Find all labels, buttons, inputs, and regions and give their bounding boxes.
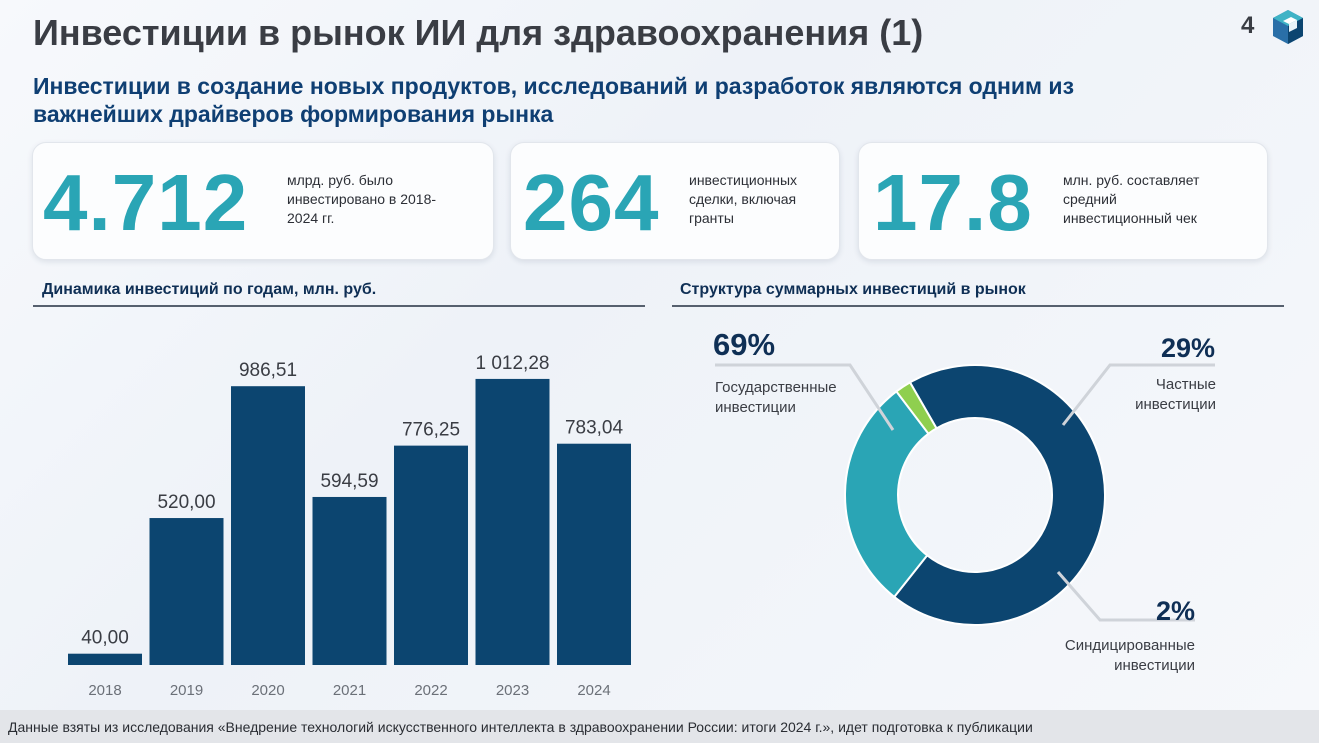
donut-slice-2 xyxy=(895,381,938,436)
bar-value-label: 40,00 xyxy=(81,628,129,649)
kpi-description-line: 2024 гг. xyxy=(287,210,335,226)
x-tick-label: 2021 xyxy=(333,682,366,699)
slice-percent-label: 69% xyxy=(713,327,775,362)
x-tick-label: 2020 xyxy=(251,682,284,699)
donut-chart: 69% Государственные инвестиции 29% Частные ин… xyxy=(713,327,1216,674)
kpi-description-line: инвестировано в 2018- xyxy=(287,191,437,207)
kpi-description-line: млн. руб. составляет xyxy=(1063,172,1200,188)
logo-cube-icon xyxy=(1273,10,1303,44)
subtitle-line-2: важнейших драйверов формирования рынка xyxy=(33,101,554,127)
leader-line-2 xyxy=(1056,571,1195,622)
kpi-description: инвестиционных сделки, включая гранты xyxy=(689,171,797,228)
leader-line-0 xyxy=(715,363,895,431)
x-tick-label: 2024 xyxy=(577,682,610,699)
kpi-description: млрд. руб. было инвестировано в 2018- 20… xyxy=(287,171,436,228)
kpi-card-deals: 264 инвестиционных сделки, включая грант… xyxy=(510,142,840,260)
bar-chart-title: Динамика инвестиций по годам, млн. руб. xyxy=(42,281,377,298)
kpi-description-line: млрд. руб. было xyxy=(287,172,393,188)
bar-chart: 40,00 2018 520,00 2019 986,51 2020 594,59 2021 7… xyxy=(68,353,631,699)
x-tick-label: 2023 xyxy=(496,682,529,699)
bar-value-label: 594,59 xyxy=(320,471,378,492)
slice-name-label: инвестиции xyxy=(1135,396,1216,413)
slice-name-label: Синдицированные xyxy=(1065,637,1195,654)
page-title: Инвестиции в рынок ИИ для здравоохранени… xyxy=(33,12,924,53)
page-number: 4 xyxy=(1241,12,1255,39)
slice-name-label: инвестиции xyxy=(1114,657,1195,674)
subtitle: Инвестиции в создание новых продуктов, и… xyxy=(33,72,1193,128)
kpi-value: 264 xyxy=(523,158,660,247)
bar-value-label: 1 012,28 xyxy=(476,353,550,374)
slice-name-label: Государственные xyxy=(715,379,837,396)
bar-2024 xyxy=(557,443,631,665)
kpi-card-total-investment: 4.712 млрд. руб. было инвестировано в 20… xyxy=(32,142,494,260)
leader-line-1 xyxy=(1061,363,1215,426)
kpi-description: млн. руб. составляет средний инвестицион… xyxy=(1063,171,1199,228)
slice-name-label: инвестиции xyxy=(715,399,796,416)
bar-chart-divider xyxy=(33,305,645,307)
bar-2020 xyxy=(231,386,305,665)
bar-2022 xyxy=(394,445,468,665)
bar-value-label: 986,51 xyxy=(239,360,297,381)
kpi-description-line: инвестиционных xyxy=(689,172,798,188)
slice-percent-label: 29% xyxy=(1161,333,1215,363)
kpi-description-line: инвестиционный чек xyxy=(1063,210,1197,226)
donut-slice-1 xyxy=(844,390,930,599)
subtitle-line-1: Инвестиции в создание новых продуктов, и… xyxy=(33,73,1075,99)
donut-slice-0 xyxy=(892,364,1106,626)
kpi-value: 17.8 xyxy=(873,158,1033,247)
bar-2018 xyxy=(68,653,142,665)
kpi-description-line: сделки, включая xyxy=(689,191,797,207)
bar-2021 xyxy=(312,496,387,665)
slice-percent-label: 2% xyxy=(1156,596,1195,626)
bar-value-label: 776,25 xyxy=(402,420,460,441)
kpi-value: 4.712 xyxy=(43,158,249,247)
donut-chart-title: Структура суммарных инвестиций в рынок xyxy=(680,281,1026,298)
bar-2023 xyxy=(475,378,550,665)
x-tick-label: 2019 xyxy=(170,682,203,699)
donut-chart-divider xyxy=(672,305,1284,307)
footer: Данные взяты из исследования «Внедрение … xyxy=(0,710,1319,743)
slice-name-label: Частные xyxy=(1156,376,1216,393)
kpi-card-average-check: 17.8 млн. руб. составляет средний инвест… xyxy=(858,142,1268,260)
x-tick-label: 2018 xyxy=(88,682,121,699)
kpi-description-line: средний xyxy=(1063,191,1117,207)
footer-source-note: Данные взяты из исследования «Внедрение … xyxy=(8,719,1033,735)
bar-2019 xyxy=(149,518,224,665)
bar-value-label: 520,00 xyxy=(157,492,215,513)
x-tick-label: 2022 xyxy=(414,682,447,699)
bar-value-label: 783,04 xyxy=(565,418,624,439)
kpi-description-line: гранты xyxy=(689,210,734,226)
